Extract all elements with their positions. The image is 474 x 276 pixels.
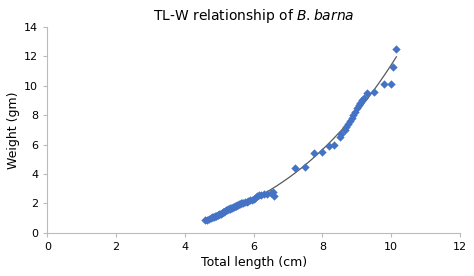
Point bbox=[203, 217, 211, 222]
Point bbox=[260, 192, 268, 197]
Point bbox=[237, 201, 245, 206]
Point bbox=[220, 209, 228, 214]
Point bbox=[264, 192, 271, 196]
Point bbox=[231, 204, 238, 209]
Point bbox=[341, 128, 348, 132]
Point bbox=[219, 210, 227, 214]
Point bbox=[350, 113, 357, 117]
Point bbox=[245, 199, 252, 203]
Point bbox=[387, 82, 395, 86]
Y-axis label: Weight (gm): Weight (gm) bbox=[7, 91, 20, 169]
Point bbox=[210, 214, 218, 219]
Point bbox=[214, 213, 222, 217]
Point bbox=[209, 215, 216, 220]
Point bbox=[243, 200, 251, 204]
Point bbox=[226, 206, 233, 211]
Point bbox=[230, 205, 237, 209]
Point bbox=[250, 197, 257, 201]
Point bbox=[381, 82, 388, 86]
Point bbox=[326, 144, 333, 148]
Point bbox=[218, 211, 226, 216]
Point bbox=[233, 203, 240, 208]
Point bbox=[238, 201, 246, 206]
Point bbox=[228, 205, 236, 210]
Point bbox=[257, 192, 264, 197]
Point bbox=[222, 208, 230, 213]
Point bbox=[207, 216, 214, 220]
Point bbox=[201, 218, 209, 222]
Point bbox=[271, 194, 278, 198]
Point bbox=[209, 215, 217, 219]
Point bbox=[364, 91, 371, 95]
Point bbox=[216, 212, 224, 216]
Point bbox=[370, 89, 378, 94]
Point bbox=[291, 166, 299, 170]
Point bbox=[228, 206, 235, 210]
Point bbox=[239, 200, 247, 205]
Point bbox=[310, 151, 318, 156]
Point bbox=[319, 150, 326, 154]
Point bbox=[343, 125, 350, 129]
Point bbox=[232, 204, 239, 208]
Point bbox=[355, 103, 362, 107]
Point bbox=[337, 132, 345, 137]
Point bbox=[345, 122, 352, 126]
X-axis label: Total length (cm): Total length (cm) bbox=[201, 256, 307, 269]
Point bbox=[212, 214, 219, 218]
Point bbox=[205, 217, 213, 221]
Point bbox=[219, 210, 227, 214]
Point bbox=[223, 208, 230, 212]
Point bbox=[358, 98, 366, 103]
Point bbox=[255, 193, 263, 198]
Point bbox=[252, 196, 259, 200]
Point bbox=[225, 207, 233, 211]
Point bbox=[336, 135, 343, 139]
Point bbox=[248, 198, 255, 202]
Point bbox=[236, 202, 244, 206]
Point bbox=[246, 198, 254, 203]
Point bbox=[331, 142, 338, 147]
Point bbox=[269, 190, 276, 195]
Point bbox=[216, 212, 223, 217]
Point bbox=[211, 214, 219, 219]
Point bbox=[236, 202, 243, 206]
Point bbox=[360, 95, 367, 100]
Point bbox=[224, 207, 232, 211]
Point bbox=[217, 211, 225, 216]
Point bbox=[353, 106, 361, 110]
Point bbox=[234, 203, 242, 207]
Point bbox=[301, 164, 309, 169]
Point bbox=[241, 200, 249, 204]
Point bbox=[346, 119, 354, 123]
Point bbox=[229, 205, 237, 209]
Point bbox=[348, 116, 356, 120]
Point bbox=[222, 209, 229, 213]
Point bbox=[233, 203, 241, 207]
Point bbox=[392, 47, 400, 51]
Point bbox=[267, 191, 274, 195]
Point bbox=[227, 206, 234, 210]
Point bbox=[356, 101, 364, 106]
Point bbox=[253, 194, 261, 198]
Point bbox=[351, 110, 359, 115]
Point bbox=[389, 64, 397, 69]
Title: TL-W relationship of $\mathit{B. barna}$: TL-W relationship of $\mathit{B. barna}$ bbox=[153, 7, 355, 25]
Point bbox=[214, 213, 221, 217]
Point bbox=[213, 213, 220, 218]
